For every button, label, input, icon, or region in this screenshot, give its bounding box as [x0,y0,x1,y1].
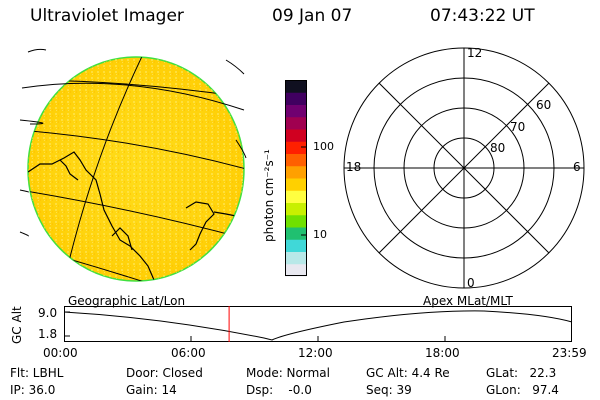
date-label: 09 Jan 07 [272,6,353,26]
colorbar-stripe [285,141,307,154]
colorbar-tick-10: 10 [313,228,327,241]
colorbar-stripe [285,202,307,216]
instrument-title: Ultraviolet Imager [30,6,184,26]
colorbar-stripe [285,239,307,252]
gc-alt-axis-label: GC Alt [10,306,24,344]
colorbar-stripe [285,178,307,191]
earth-texture [28,57,244,281]
colorbar-title: photon cm⁻²s⁻¹ [262,149,276,242]
mlt-label-12: 12 [467,46,483,60]
time-tick-0: 00:00 [43,346,78,360]
colorbar-tick-100: 100 [313,140,334,153]
apex-coord-label: Apex MLat/MLT [423,294,513,308]
colorbar-stripe [285,190,307,203]
time-tick-4: 23:59 [552,346,587,360]
grid-outside-lines [19,48,247,237]
gc-alt-curve [63,310,573,341]
time-label: 07:43:22 UT [430,6,535,26]
gc-alt-ymax: 9.0 [38,306,58,320]
status-glat: GLat: 22.3 [486,366,557,380]
mlt-label-6: 6 [573,160,581,174]
polar-mlt-plot [343,47,585,289]
colorbar-stripe [285,251,307,265]
status-ip: IP: 36.0 [10,383,56,397]
colorbar-stripe [285,80,307,93]
lat-label-60: 60 [536,98,552,112]
colorbar-stripe [285,116,307,130]
status-seq: Seq: 39 [366,383,412,397]
colorbar-stripe [285,153,307,167]
colorbar-stripe [285,129,307,142]
colorbar-stripe [285,263,307,277]
status-door: Door: Closed [126,366,203,380]
intensity-colorbar [285,80,307,277]
status-gc-alt: GC Alt: 4.4 Re [366,366,450,380]
gc-alt-strip [63,306,573,342]
time-tick-3: 18:00 [425,346,460,360]
lat-label-80: 80 [490,141,506,155]
status-mode: Mode: Normal [246,366,330,380]
status-glon: GLon: 97.4 [486,383,559,397]
mlt-label-18: 18 [346,160,362,174]
status-filter: Flt: LBHL [10,366,64,380]
geographic-coord-label: Geographic Lat/Lon [68,294,186,308]
time-tick-1: 06:00 [171,346,206,360]
gc-alt-ymin: 1.8 [38,327,58,341]
colorbar-stripe [285,104,307,118]
lat-label-70: 70 [510,120,526,134]
status-dsp: Dsp: -0.0 [246,383,312,397]
colorbar-stripe [285,92,307,105]
colorbar-stripe [285,227,307,240]
colorbar-stripe [285,214,307,228]
status-gain: Gain: 14 [126,383,177,397]
time-tick-2: 12:00 [298,346,333,360]
mlt-label-0: 0 [467,276,475,290]
colorbar-stripe [285,165,307,179]
uv-earth-image [19,48,247,282]
coastline [28,151,237,281]
